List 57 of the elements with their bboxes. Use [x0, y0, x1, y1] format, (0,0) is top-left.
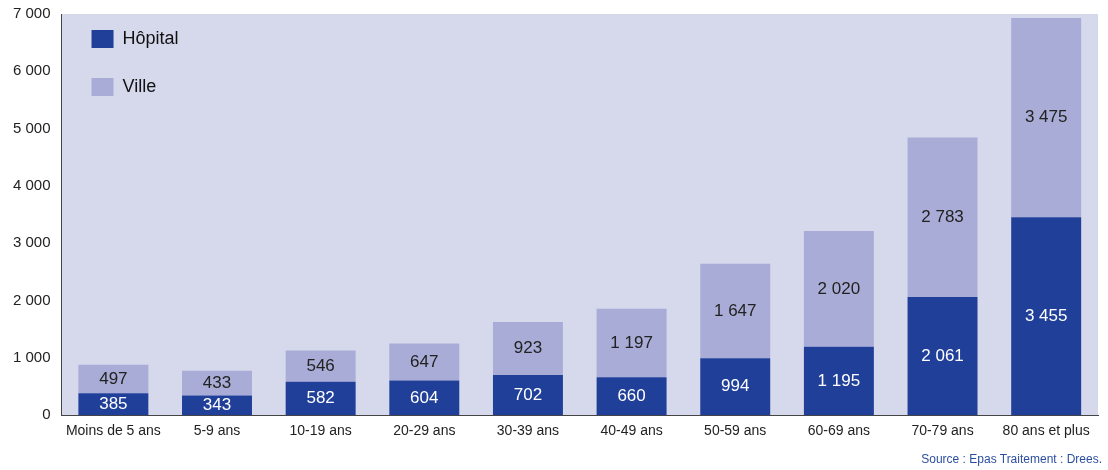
x-tick-label: Moins de 5 ans: [65, 422, 161, 439]
x-tick-label: 50-59 ans: [704, 422, 767, 439]
bar: [492, 374, 563, 416]
bar: [907, 137, 978, 298]
data-label: 2 783: [921, 207, 964, 227]
x-tick-label: 40-49 ans: [600, 422, 663, 439]
bar: [700, 263, 771, 359]
x-tick-label: 30-39 ans: [496, 422, 560, 439]
data-label: 546: [306, 355, 335, 375]
data-label: 660: [617, 385, 646, 405]
y-tick-label: 2 000: [12, 290, 51, 308]
bar: [285, 381, 356, 416]
y-tick-label: 4 000: [12, 176, 51, 194]
bar: [803, 346, 874, 416]
x-tick-label: 20-29 ans: [393, 422, 456, 439]
x-tick-label: 10-19 ans: [289, 422, 352, 439]
data-label: 343: [202, 395, 232, 415]
y-tick-label: 0: [42, 405, 51, 423]
data-label: 3 455: [1024, 305, 1068, 325]
y-tick-label: 6 000: [12, 61, 51, 79]
bar: [492, 322, 563, 375]
bar: [596, 308, 667, 378]
data-label: 2 020: [817, 278, 861, 298]
data-label: 497: [99, 368, 128, 388]
bar: [389, 380, 460, 416]
data-label: 1 647: [713, 300, 757, 320]
bar: [389, 343, 460, 381]
data-label: 2 061: [921, 345, 964, 365]
data-label: 582: [306, 388, 335, 408]
y-tick-label: 3 000: [12, 233, 51, 251]
bar: [285, 350, 356, 382]
data-label: 604: [410, 387, 439, 407]
bar: [1011, 18, 1082, 218]
x-tick-label: 5-9 ans: [193, 422, 241, 439]
data-label: 433: [202, 372, 232, 392]
data-label: 994: [721, 376, 750, 396]
y-tick-label: 1 000: [12, 348, 51, 366]
legend-label: Ville: [122, 75, 157, 96]
data-label: 1 195: [817, 370, 861, 390]
x-tick-label: 70-79 ans: [911, 422, 974, 439]
data-label: 923: [513, 338, 543, 358]
bar: [1011, 217, 1082, 416]
x-tick-label: 80 ans et plus: [1002, 422, 1090, 439]
bar: [803, 230, 874, 347]
y-tick-label: 5 000: [12, 118, 51, 136]
y-tick-label: 7 000: [12, 4, 51, 22]
data-label: 647: [410, 351, 439, 371]
legend-label: Hôpital: [122, 27, 179, 48]
x-tick-label: 60-69 ans: [807, 422, 871, 439]
source-note: Source : Epas Traitement : Drees.: [921, 452, 1102, 467]
data-label: 3 475: [1024, 107, 1068, 127]
bar: [596, 377, 667, 416]
data-label: 1 197: [610, 332, 653, 352]
data-label: 385: [99, 393, 128, 413]
data-label: 702: [513, 384, 543, 404]
bar: [907, 297, 978, 416]
bar: [700, 358, 771, 416]
